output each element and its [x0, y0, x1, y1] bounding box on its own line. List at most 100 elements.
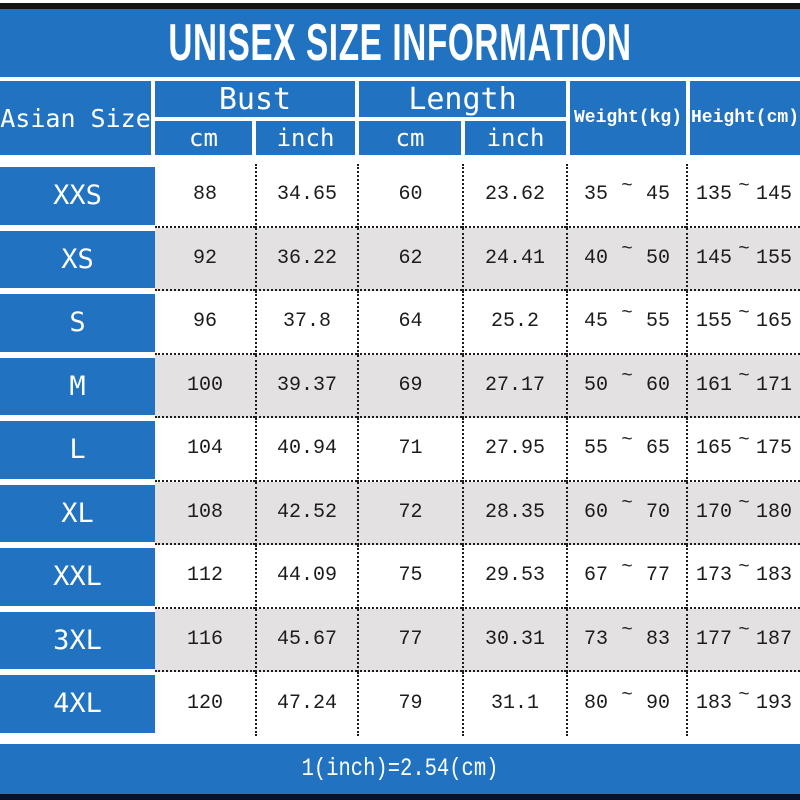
- divider: [0, 735, 800, 744]
- header-subcell-length-cm: cm: [359, 121, 461, 155]
- height-range-cell: 170 ~180: [686, 481, 800, 545]
- weight-min: 50: [584, 373, 609, 397]
- table-row-m: M 100 39.37 69 27.17 50 ~60 161 ~171: [0, 354, 800, 418]
- weight-min: 67: [584, 564, 609, 588]
- top-black-bar: [0, 3, 800, 9]
- size-table-header: Asian Size Bust Length Weight(kg) Height…: [0, 81, 800, 159]
- tilde: ~: [738, 174, 750, 197]
- table-row-4xl: 4XL 120 47.24 79 31.1 80 ~90 183 ~193: [0, 672, 800, 736]
- bust-cm-cell: 120: [186, 692, 223, 716]
- weight-range-cell: 55 ~65: [566, 418, 686, 482]
- table-row-xs: XS 92 36.22 62 24.41 40 ~50 145 ~155: [0, 227, 800, 291]
- length-cm-cell: 77: [357, 608, 462, 672]
- weight-range-cell: 50 ~60: [566, 354, 686, 418]
- table-row-xl: XL 108 42.52 72 28.35 60 ~70 170 ~180: [0, 481, 800, 545]
- bust-cm-cell: 116: [155, 608, 255, 672]
- weight-range-cell: 60 ~70: [566, 481, 686, 545]
- tilde: ~: [621, 492, 633, 515]
- tilde: ~: [621, 238, 633, 261]
- weight-min: 60: [584, 500, 609, 524]
- weight-max: 90: [645, 692, 670, 716]
- weight-range-cell: 35 ~45: [566, 164, 686, 228]
- length-cm-cell: 62: [357, 227, 462, 291]
- bust-inch-cell: 37.8: [255, 291, 357, 355]
- weight-max: 83: [645, 627, 670, 651]
- bust-inch-cell: 42.52: [255, 481, 357, 545]
- header-cell-height: Height(cm): [690, 81, 800, 155]
- height-range-cell: 177 ~187: [686, 608, 800, 672]
- size-cell: XXS: [0, 164, 155, 228]
- size-table-body: XXS 88 34.65 60 23.62 35 ~45 135 ~145 XS 9…: [0, 164, 800, 736]
- weight-max: 55: [645, 310, 670, 334]
- bust-cm-cell: 104: [155, 418, 255, 482]
- size-cell: 3XL: [0, 608, 155, 672]
- height-max: 187: [755, 627, 792, 651]
- length-inch-cell: 28.35: [462, 481, 566, 545]
- height-max: 165: [755, 310, 792, 334]
- weight-min: 55: [584, 437, 609, 461]
- height-range-cell: 155 ~165: [686, 291, 800, 355]
- size-cell: S: [0, 291, 155, 355]
- weight-range-cell: 40 ~50: [566, 227, 686, 291]
- height-max: 183: [755, 564, 792, 588]
- bust-inch-cell: 45.67: [255, 608, 357, 672]
- tilde: ~: [738, 492, 750, 515]
- weight-range-cell: 80 ~90: [566, 672, 686, 736]
- length-inch-cell: 24.41: [462, 227, 566, 291]
- header-cell-bust: Bust: [155, 81, 355, 117]
- weight-max: 50: [645, 246, 670, 270]
- weight-max: 70: [645, 500, 670, 524]
- bust-inch-cell: 36.22: [255, 227, 357, 291]
- table-row-s: S 96 37.8 64 25.2 45 ~55 155 ~165: [0, 291, 800, 355]
- length-cm-cell: 69: [357, 354, 462, 418]
- length-inch-cell: 25.2: [462, 291, 566, 355]
- tilde: ~: [738, 555, 750, 578]
- height-min: 165: [696, 437, 733, 461]
- height-min: 183: [696, 692, 733, 716]
- weight-max: 60: [645, 373, 670, 397]
- tilde: ~: [621, 619, 633, 642]
- tilde: ~: [738, 365, 750, 388]
- header-subcell-length-inch: inch: [465, 121, 566, 155]
- weight-min: 45: [584, 310, 609, 334]
- bust-cm-cell: 112: [155, 545, 255, 609]
- header-subcell-bust-cm: cm: [155, 121, 252, 155]
- height-min: 170: [696, 500, 733, 524]
- weight-max: 65: [645, 437, 670, 461]
- bust-cm-cell: 108: [155, 481, 255, 545]
- length-cm-cell: 75: [357, 545, 462, 609]
- length-inch-cell: 23.62: [462, 164, 566, 228]
- weight-min: 80: [584, 692, 609, 716]
- tilde: ~: [738, 238, 750, 261]
- size-cell: 4XL: [0, 672, 155, 736]
- size-cell: XS: [0, 227, 155, 291]
- bust-cm-cell: 92: [155, 227, 255, 291]
- weight-min: 35: [584, 183, 609, 207]
- height-max: 180: [755, 500, 792, 524]
- height-max: 175: [755, 437, 792, 461]
- height-range-cell: 173 ~183: [686, 545, 800, 609]
- bust-cm-cell: 100: [155, 354, 255, 418]
- tilde: ~: [621, 428, 633, 451]
- weight-min: 73: [584, 627, 609, 651]
- height-max: 155: [755, 246, 792, 270]
- header-cell-length: Length: [359, 81, 566, 117]
- height-min: 173: [696, 564, 733, 588]
- title-bar: UNISEX SIZE INFORMATION: [0, 9, 800, 77]
- bust-cm-cell: 88: [155, 164, 255, 228]
- bottom-black-bar: [0, 793, 800, 800]
- height-range-cell: 145 ~155: [686, 227, 800, 291]
- length-inch-cell: 27.95: [462, 418, 566, 482]
- weight-range-cell: 67 ~77: [566, 545, 686, 609]
- tilde: ~: [738, 301, 750, 324]
- length-inch-cell: 30.31: [462, 608, 566, 672]
- bust-cm-cell: 96: [155, 291, 255, 355]
- weight-max: 45: [645, 183, 670, 207]
- top-white-strip: [0, 0, 800, 3]
- bust-inch-cell: 39.37: [255, 354, 357, 418]
- header-cell-asian-size: Asian Size: [0, 81, 151, 155]
- height-min: 155: [696, 310, 733, 334]
- height-min: 177: [696, 627, 733, 651]
- length-cm-cell: 64: [357, 291, 462, 355]
